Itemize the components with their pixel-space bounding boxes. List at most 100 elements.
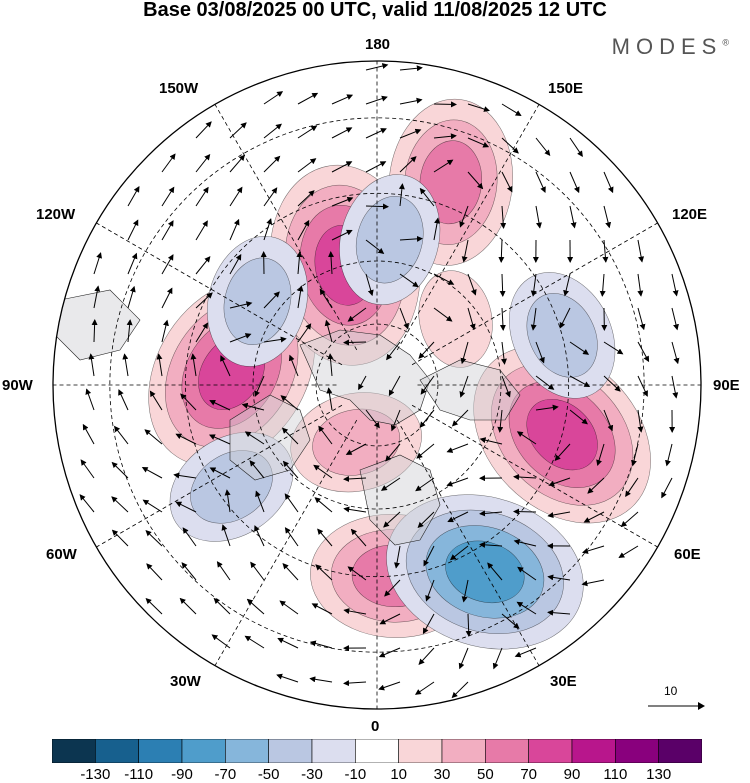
flow-arrow bbox=[416, 443, 435, 459]
flow-arrow bbox=[637, 341, 650, 363]
flow-arrow bbox=[517, 566, 537, 581]
flow-arrow bbox=[190, 353, 197, 377]
flow-arrow bbox=[127, 285, 136, 309]
lon-label-60e: 60E bbox=[674, 546, 701, 563]
flow-arrow bbox=[309, 640, 333, 649]
flow-arrow bbox=[79, 494, 95, 513]
flow-arrow bbox=[461, 579, 469, 603]
flow-arrow bbox=[297, 92, 319, 105]
flow-arrow bbox=[297, 285, 304, 309]
flow-arrow bbox=[451, 409, 469, 427]
colorbar-swatch bbox=[485, 739, 529, 763]
flow-arrow bbox=[315, 564, 333, 581]
flow-arrow bbox=[398, 183, 405, 207]
flow-arrow bbox=[603, 409, 614, 432]
colorbar-tick-label: 130 bbox=[646, 766, 672, 783]
colorbar-swatch bbox=[52, 739, 96, 763]
flow-arrow bbox=[569, 171, 580, 194]
flow-arrow bbox=[208, 434, 231, 445]
colorbar-swatch bbox=[95, 739, 139, 763]
flow-arrow bbox=[93, 252, 102, 275]
flow-arrow bbox=[451, 681, 469, 699]
flow-arrow bbox=[637, 375, 648, 397]
flow-arrow bbox=[447, 511, 469, 523]
flow-arrow bbox=[386, 341, 401, 361]
flow-arrow bbox=[422, 613, 435, 635]
flow-arrow bbox=[276, 673, 299, 683]
flow-arrow bbox=[501, 375, 511, 398]
flow-arrow bbox=[181, 562, 197, 581]
flow-arrow bbox=[149, 390, 163, 411]
flow-arrow bbox=[229, 154, 246, 173]
flow-arrow bbox=[498, 239, 505, 263]
flow-arrow bbox=[145, 530, 163, 547]
flow-arrow bbox=[327, 353, 334, 377]
flow-arrow bbox=[365, 203, 389, 210]
flow-arrow bbox=[458, 647, 469, 670]
flow-arrow bbox=[467, 103, 490, 112]
flow-arrow bbox=[161, 153, 176, 173]
latitude-circle bbox=[315, 323, 439, 447]
lon-label-120w: 120W bbox=[36, 206, 76, 223]
flow-arrow bbox=[146, 563, 163, 581]
colorbar-tick-label: -110 bbox=[124, 766, 154, 783]
flow-arrow bbox=[331, 161, 353, 173]
flow-arrow bbox=[326, 387, 333, 411]
flow-arrow bbox=[263, 187, 278, 207]
flow-arrow bbox=[263, 155, 281, 173]
flow-arrow bbox=[297, 323, 312, 343]
flow-arrow bbox=[127, 219, 139, 241]
brand-name: MODES bbox=[611, 34, 723, 59]
flow-arrow bbox=[535, 137, 551, 156]
flow-arrow bbox=[118, 389, 129, 411]
flow-arrow bbox=[343, 506, 367, 513]
flow-arrow bbox=[244, 431, 265, 445]
flow-arrow bbox=[282, 563, 299, 581]
flow-arrow bbox=[460, 341, 469, 365]
flow-arrow bbox=[93, 285, 101, 309]
flow-arrow bbox=[603, 171, 614, 194]
flow-arrow bbox=[380, 477, 401, 491]
flow-arrow bbox=[433, 307, 453, 322]
flow-arrow bbox=[161, 254, 174, 275]
flow-arrow bbox=[535, 205, 542, 229]
flow-arrow bbox=[263, 123, 282, 139]
flow-arrow bbox=[535, 341, 545, 364]
reference-vector-arrow bbox=[648, 702, 705, 710]
colorbar-swatch bbox=[225, 739, 269, 763]
flow-arrow bbox=[467, 171, 484, 190]
flow-arrow bbox=[671, 341, 680, 365]
flow-arrow bbox=[563, 273, 571, 297]
flow-arrow bbox=[314, 497, 333, 513]
flow-arrow bbox=[569, 205, 577, 229]
flow-arrow bbox=[145, 597, 163, 615]
flow-arrow bbox=[284, 527, 299, 547]
flow-arrow bbox=[501, 103, 522, 117]
flow-arrow bbox=[297, 158, 317, 173]
flow-arrow bbox=[161, 220, 174, 241]
flow-arrow bbox=[569, 137, 583, 158]
flow-arrow bbox=[516, 431, 537, 445]
flow-arrow bbox=[467, 307, 476, 331]
flow-arrow bbox=[111, 529, 129, 547]
flow-arrow bbox=[637, 307, 646, 331]
flow-arrow bbox=[365, 409, 380, 429]
flow-arrow bbox=[459, 205, 469, 228]
map-boundary bbox=[52, 60, 702, 710]
flow-arrow bbox=[497, 409, 504, 433]
negative-anomaly bbox=[339, 174, 441, 306]
flow-arrow bbox=[331, 229, 353, 241]
flow-arrow bbox=[195, 186, 209, 207]
flow-arrow bbox=[620, 511, 639, 528]
flow-arrow bbox=[378, 681, 401, 691]
flow-arrow bbox=[399, 128, 422, 139]
meridian-line bbox=[96, 222, 343, 366]
lon-label-90w: 90W bbox=[2, 377, 33, 394]
flow-arrow bbox=[383, 511, 401, 528]
flow-arrow bbox=[513, 539, 537, 547]
flow-arrow bbox=[501, 171, 513, 193]
flow-arrow bbox=[324, 319, 333, 343]
flow-arrow bbox=[91, 319, 98, 343]
flow-arrow bbox=[535, 375, 555, 390]
flow-arrow bbox=[513, 474, 537, 481]
